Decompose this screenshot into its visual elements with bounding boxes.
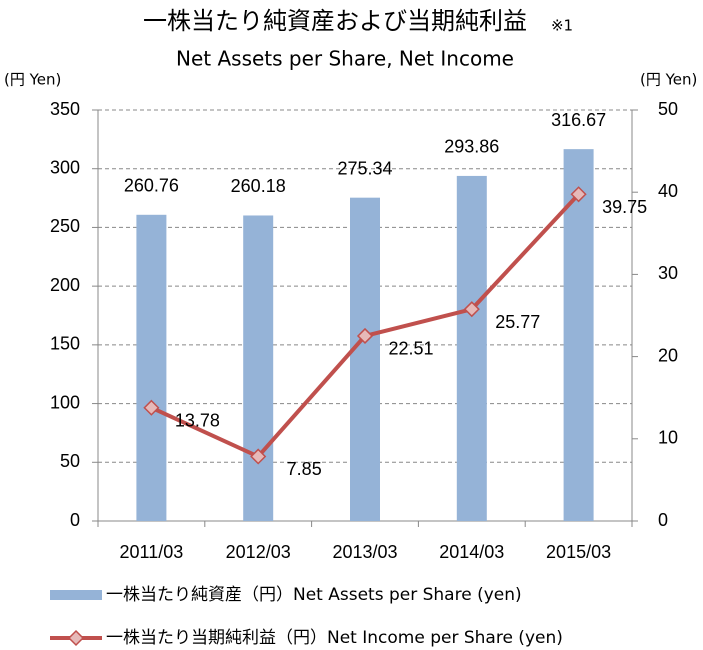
x-tick-label: 2014/03	[439, 542, 504, 562]
line-value-label: 25.77	[495, 312, 540, 332]
bar-value-label: 293.86	[444, 137, 499, 157]
y-tick-label: 150	[50, 334, 80, 354]
x-tick-label: 2013/03	[332, 542, 397, 562]
bar-value-label: 260.76	[124, 176, 179, 196]
y-axis-label: (円 Yen)	[4, 71, 61, 89]
y-tick-label: 250	[50, 216, 80, 236]
y2-tick-label: 10	[658, 428, 678, 448]
legend-label: 一株当たり純資産（円）Net Assets per Share (yen)	[106, 585, 522, 605]
bar-value-label: 260.18	[231, 176, 286, 196]
y-tick-label: 100	[50, 392, 80, 412]
bar	[136, 214, 167, 521]
line-marker	[570, 186, 587, 203]
line-marker	[250, 448, 267, 465]
bar	[563, 149, 594, 521]
line-marker	[143, 399, 160, 416]
x-tick-label: 2012/03	[226, 542, 291, 562]
y2-tick-label: 40	[658, 181, 678, 201]
y2-tick-label: 50	[658, 99, 678, 119]
x-tick-label: 2011/03	[120, 542, 184, 562]
chart-title: 一株当たり純資産および当期純利益	[143, 7, 527, 35]
bar	[456, 175, 487, 522]
line-value-label: 22.51	[388, 339, 433, 359]
y-tick-label: 350	[50, 99, 80, 119]
y-tick-label: 0	[70, 510, 80, 530]
y-tick-label: 200	[50, 275, 80, 295]
line-marker	[463, 301, 480, 318]
line-marker	[356, 327, 374, 345]
line-value-label: 13.78	[175, 410, 220, 430]
bar	[350, 197, 380, 521]
y2-tick-label: 0	[658, 510, 668, 530]
legend-swatch	[50, 590, 102, 600]
bar-value-label: 275.34	[337, 158, 392, 178]
y2-tick-label: 20	[658, 345, 678, 365]
bar-value-label: 316.67	[551, 110, 606, 130]
y2-axis-label: (円 Yen)	[640, 71, 697, 89]
y2-tick-label: 30	[658, 263, 678, 283]
bar	[243, 215, 274, 521]
line-value-label: 7.85	[287, 459, 322, 479]
x-tick-label: 2015/03	[546, 542, 611, 562]
chart-subtitle: Net Assets per Share, Net Income	[176, 47, 514, 71]
y-tick-label: 50	[60, 451, 80, 471]
y-tick-label: 300	[50, 157, 80, 177]
legend-label: 一株当たり当期純利益（円）Net Income per Share (yen)	[106, 628, 563, 648]
legend-marker	[67, 629, 85, 647]
title-note: ※1	[551, 17, 573, 35]
line-value-label: 39.75	[602, 197, 647, 217]
